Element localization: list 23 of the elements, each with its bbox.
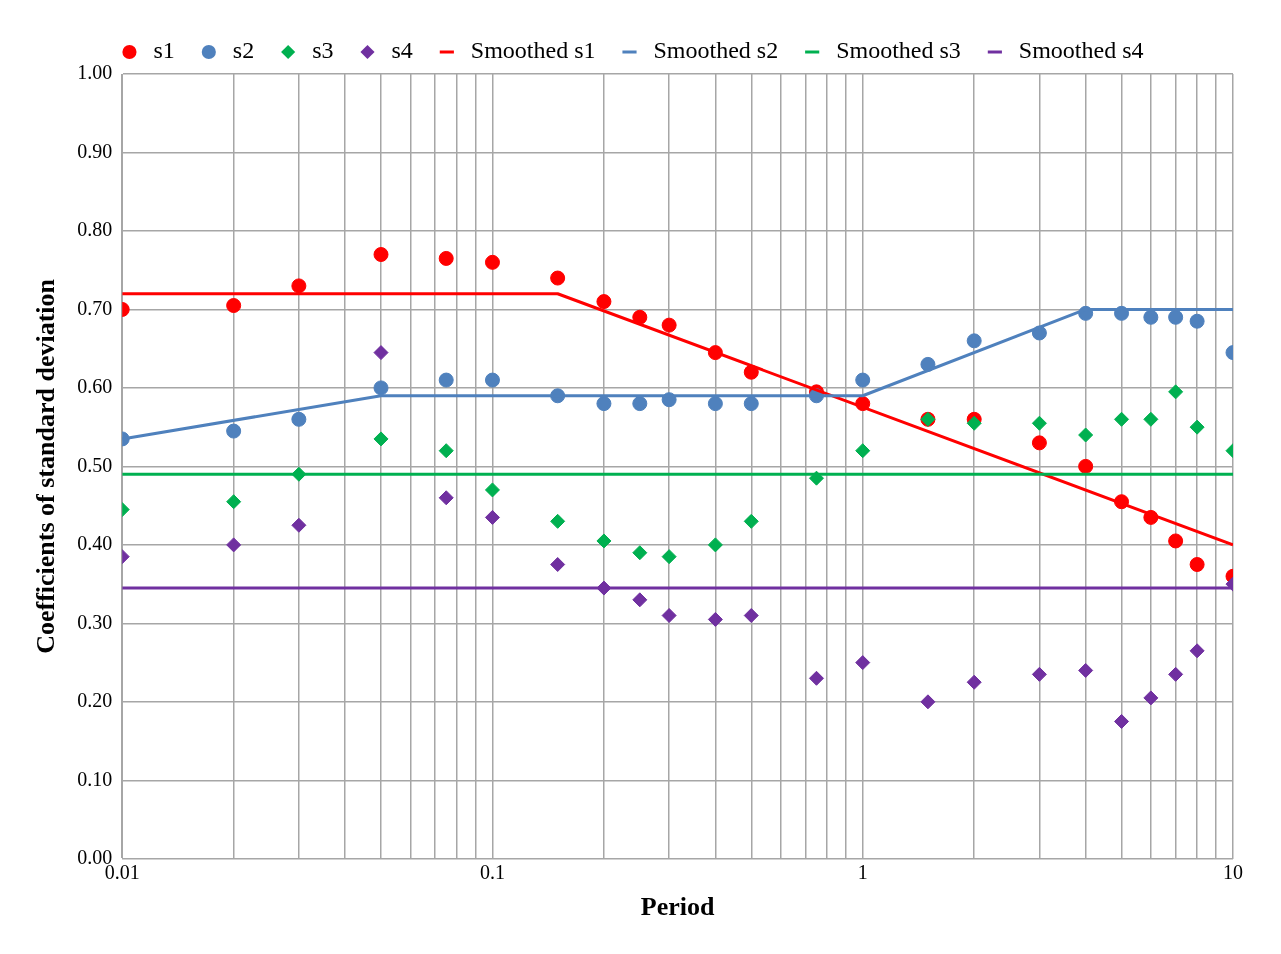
legend-label: Smoothed s1 (470, 37, 596, 64)
legend-label: s2 (232, 37, 255, 64)
legend-label: s4 (391, 37, 413, 64)
legend-label: s3 (312, 37, 334, 64)
y-tick-label: 0.90 (77, 139, 113, 162)
legend-label: s1 (153, 37, 175, 64)
y-tick-label: 0.10 (77, 767, 113, 790)
x-tick-label: 1 (857, 861, 868, 884)
y-tick-label: 0.30 (77, 610, 113, 633)
y-tick-label: 0.70 (77, 296, 113, 319)
x-axis-title: Period (640, 892, 715, 922)
y-tick-label: 0.20 (77, 689, 113, 712)
y-axis-title: Coefficients of standard deviation (31, 278, 61, 654)
y-tick-label: 0.40 (77, 532, 113, 555)
legend-label: Smoothed s3 (836, 37, 961, 64)
y-tick-label: 0.60 (77, 375, 113, 398)
y-tick-label: 0.50 (77, 453, 113, 476)
x-tick-label: 0.1 (479, 861, 505, 884)
y-tick-label: 1.00 (77, 61, 113, 84)
y-tick-label: 0.80 (77, 218, 113, 241)
legend-label: Smoothed s4 (1018, 37, 1144, 64)
x-tick-label: 10 (1223, 861, 1243, 884)
legend-label: Smoothed s2 (653, 37, 779, 64)
